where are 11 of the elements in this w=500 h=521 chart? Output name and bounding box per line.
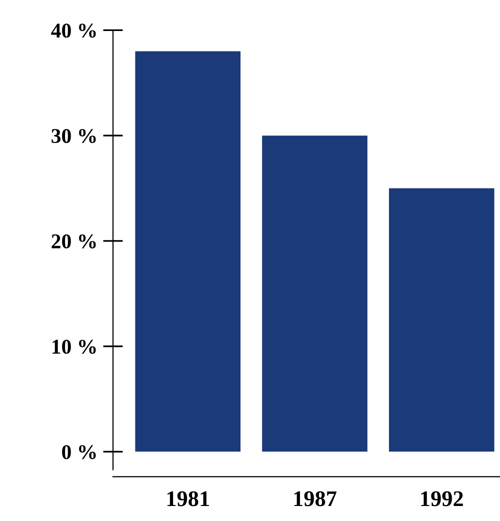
y-tick-label: 20 %: [52, 234, 96, 248]
y-tick-label: 40 %: [51, 24, 96, 38]
x-tick-label: 1987: [294, 491, 336, 506]
y-tick-label: 30 %: [52, 128, 96, 144]
bar: [262, 136, 368, 452]
y-tick-label: 10 %: [52, 340, 96, 354]
x-tick-label: 1981: [167, 491, 209, 506]
x-tick-label: 1992: [421, 491, 463, 506]
bar: [388, 188, 494, 452]
bar: [135, 51, 241, 452]
y-tick-label: 0 %: [62, 445, 96, 460]
